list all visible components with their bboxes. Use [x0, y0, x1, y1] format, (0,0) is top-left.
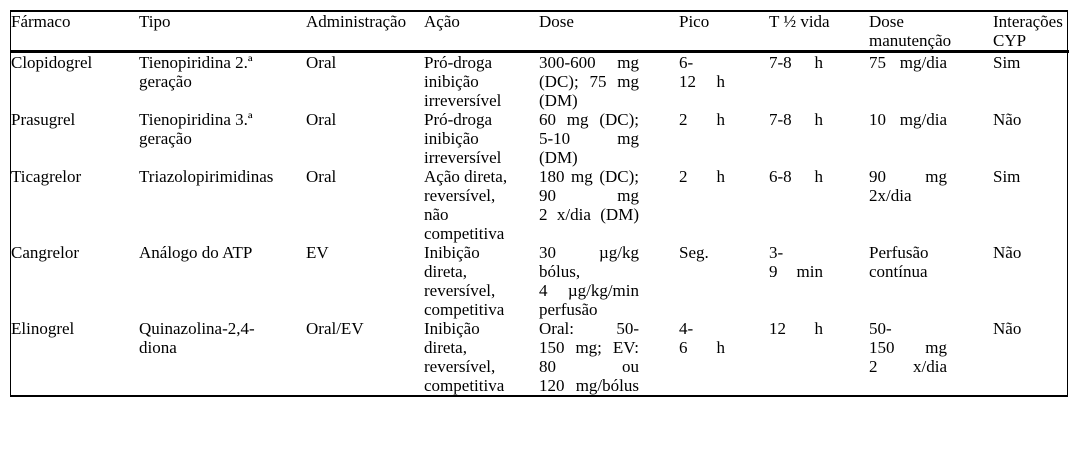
cell-interacoes-cyp: Não — [993, 243, 1022, 262]
cell-acao: Ação direta, reversível, não competitiva — [424, 167, 508, 243]
cell-t-meia-vida: 7-8 h — [769, 110, 869, 167]
cell-dose-manutencao: 10 mg/dia — [869, 110, 993, 167]
cell-dose: 300-600 mg (DC); 75 mg (DM) — [539, 52, 679, 110]
table-body: Clopidogrel Tienopiridina 2.ª geração Or… — [11, 52, 1069, 395]
cell-pico-text: 2 h — [679, 110, 725, 129]
cell-dose-text: Oral: 50- 150 mg; EV: 80 ou 120 mg/bólus — [539, 319, 639, 395]
cell-acao: Inibição direta, reversível, competitiva — [424, 243, 505, 319]
cell-dose-text: 30 µg/kg bólus, 4 µg/kg/min perfusão — [539, 243, 639, 319]
cell-dose-manutencao-text: 50- 150 mg 2 x/dia — [869, 319, 947, 376]
table-row: Ticagrelor Triazolopirimidinas Oral Ação… — [11, 167, 1069, 243]
header-pico: Pico — [679, 12, 769, 53]
cell-administracao: EV — [306, 243, 329, 262]
header-farmaco: Fármaco — [11, 12, 139, 53]
cell-dose-manutencao: 50- 150 mg 2 x/dia — [869, 319, 993, 395]
cell-farmaco: Cangrelor — [11, 243, 79, 262]
header-dose: Dose — [539, 12, 679, 53]
header-tipo: Tipo — [139, 12, 306, 53]
cell-pico: 2 h — [679, 110, 769, 167]
cell-tipo: Tienopiridina 2.ª geração — [139, 53, 253, 91]
cell-tipo: Tienopiridina 3.ª geração — [139, 110, 253, 148]
cell-tipo: Quinazolina-2,4- diona — [139, 319, 255, 357]
table-row: Elinogrel Quinazolina-2,4- diona Oral/EV… — [11, 319, 1069, 395]
cell-pico-text: 2 h — [679, 167, 725, 186]
cell-administracao: Oral/EV — [306, 319, 364, 338]
header-row: Fármaco Tipo Administração Ação Dose Pic… — [11, 12, 1069, 53]
cell-t-meia-vida-text: 12 h — [769, 319, 823, 338]
cell-acao: Pró-droga inibição irreversível — [424, 53, 502, 110]
table-row: Prasugrel Tienopiridina 3.ª geração Oral… — [11, 110, 1069, 167]
drug-comparison-table-frame: Fármaco Tipo Administração Ação Dose Pic… — [10, 10, 1069, 397]
cell-dose-text: 60 mg (DC); 5-10 mg (DM) — [539, 110, 639, 167]
table-row: Cangrelor Análogo do ATP EV Inibição dir… — [11, 243, 1069, 319]
cell-administracao: Oral — [306, 53, 337, 72]
cell-t-meia-vida: 7-8 h — [769, 52, 869, 111]
cell-t-meia-vida-text: 7-8 h — [769, 110, 823, 129]
cell-dose-manutencao: Perfusão contínua — [869, 243, 993, 319]
cell-dose-manutencao: 75 mg/dia — [869, 52, 993, 111]
header-dose-manutencao: Dose manutenção — [869, 12, 993, 53]
cell-interacoes-cyp: Sim — [993, 53, 1021, 72]
cell-t-meia-vida-text: 3- 9 min — [769, 243, 823, 281]
cell-dose: Oral: 50- 150 mg; EV: 80 ou 120 mg/bólus — [539, 319, 679, 395]
cell-pico: 4- 6 h — [679, 319, 769, 395]
cell-dose-manutencao-text: 90 mg 2x/dia — [869, 167, 947, 205]
cell-dose-manutencao-text: Perfusão contínua — [869, 243, 929, 281]
cell-dose: 30 µg/kg bólus, 4 µg/kg/min perfusão — [539, 243, 679, 319]
cell-dose-manutencao-text: 10 mg/dia — [869, 110, 947, 129]
cell-dose-text: 300-600 mg (DC); 75 mg (DM) — [539, 53, 639, 110]
cell-dose-manutencao: 90 mg 2x/dia — [869, 167, 993, 243]
cell-tipo: Análogo do ATP — [139, 243, 253, 262]
cell-farmaco: Elinogrel — [11, 319, 75, 338]
cell-t-meia-vida: 12 h — [769, 319, 869, 395]
header-acao: Ação — [424, 12, 539, 53]
cell-t-meia-vida-text: 7-8 h — [769, 53, 823, 72]
table-row: Clopidogrel Tienopiridina 2.ª geração Or… — [11, 52, 1069, 111]
cell-dose-manutencao-text: 75 mg/dia — [869, 53, 947, 72]
cell-t-meia-vida: 6-8 h — [769, 167, 869, 243]
cell-interacoes-cyp: Não — [993, 110, 1022, 129]
cell-interacoes-cyp: Não — [993, 319, 1022, 338]
cell-administracao: Oral — [306, 110, 337, 129]
drug-comparison-table: Fármaco Tipo Administração Ação Dose Pic… — [11, 12, 1069, 395]
cell-acao: Inibição direta, reversível, competitiva — [424, 319, 505, 395]
header-interacoes-cyp: Interações CYP — [993, 12, 1069, 53]
cell-pico: 6- 12 h — [679, 52, 769, 111]
cell-dose-text: 180 mg (DC); 90 mg 2 x/dia (DM) — [539, 167, 639, 224]
cell-pico-text: 4- 6 h — [679, 319, 725, 357]
cell-pico: Seg. — [679, 243, 769, 319]
cell-pico: 2 h — [679, 167, 769, 243]
cell-tipo: Triazolopirimidinas — [139, 167, 274, 186]
header-administracao: Administração — [306, 12, 424, 53]
cell-acao: Pró-droga inibição irreversível — [424, 110, 502, 167]
cell-interacoes-cyp: Sim — [993, 167, 1021, 186]
cell-administracao: Oral — [306, 167, 337, 186]
cell-t-meia-vida-text: 6-8 h — [769, 167, 823, 186]
cell-t-meia-vida: 3- 9 min — [769, 243, 869, 319]
cell-dose: 180 mg (DC); 90 mg 2 x/dia (DM) — [539, 167, 679, 243]
cell-farmaco: Prasugrel — [11, 110, 76, 129]
cell-pico-text: Seg. — [679, 243, 709, 262]
table-header: Fármaco Tipo Administração Ação Dose Pic… — [11, 12, 1069, 53]
header-t-meia-vida: T ½ vida — [769, 12, 869, 53]
cell-farmaco: Clopidogrel — [11, 53, 93, 72]
cell-pico-text: 6- 12 h — [679, 53, 725, 91]
cell-dose: 60 mg (DC); 5-10 mg (DM) — [539, 110, 679, 167]
cell-farmaco: Ticagrelor — [11, 167, 82, 186]
